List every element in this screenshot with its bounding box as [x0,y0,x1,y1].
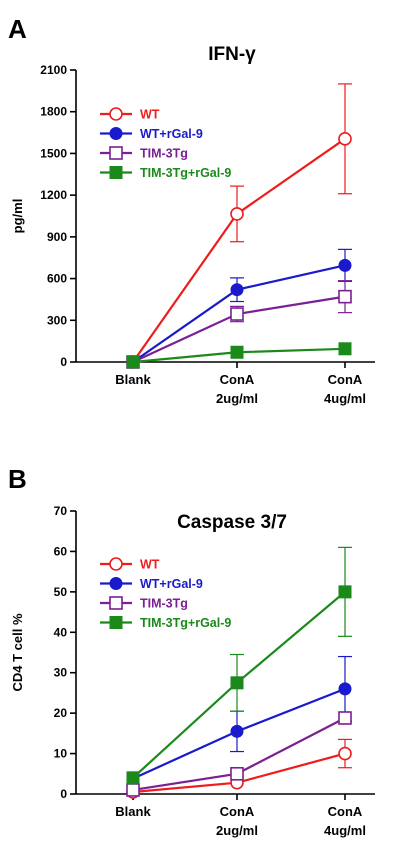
y-axis-label: pg/ml [10,199,25,234]
legend: WT WT+rGal-9 TIM-3Tg TIM-3Tg+rGal-9 [100,557,231,630]
legend-item: WT+rGal-9 [100,127,203,141]
data-point [338,258,352,272]
y-tick-label: 1200 [40,188,67,202]
data-point [230,307,244,321]
legend-swatch-marker [109,616,123,629]
chart-panel-a: A IFN-γ pg/ml 0 300 600 900 1200 1500 1800 2100 Bla… [8,14,375,406]
panel-letter: A [8,14,27,44]
x-tick-label: 4ug/ml [324,823,366,838]
series-wt-rgal-9 [126,655,352,786]
data-point [230,283,244,297]
data-point [338,289,352,304]
legend-label: WT [140,558,160,572]
data-point [338,711,352,725]
y-tick-label: 50 [54,585,68,599]
legend-label: WT+rGal-9 [140,577,203,591]
legend-item: WT [100,557,160,572]
legend-swatch-marker [109,577,123,590]
y-tick-label: 1800 [40,105,67,119]
legend-swatch-marker [109,127,123,140]
y-tick-label: 2100 [40,63,67,77]
y-tick-label: 0 [60,787,67,801]
data-point [338,342,352,356]
legend-item: WT+rGal-9 [100,577,203,591]
x-tick-label: 2ug/ml [216,391,258,406]
chart-title: Caspase 3/7 [177,512,287,533]
legend-swatch-marker [109,557,123,571]
legend-item: TIM-3Tg [100,146,188,161]
legend-label: WT [140,108,160,122]
data-point [338,132,352,146]
legend-swatch-marker [109,166,123,179]
data-point [230,676,244,690]
legend-swatch-marker [109,107,123,121]
y-tick-label: 60 [54,544,68,558]
data-point [126,783,140,797]
data-point [126,771,140,785]
data-point [230,207,244,221]
y-tick-label: 300 [47,313,67,327]
legend-item: WT [100,107,160,122]
y-tick-label: 10 [54,747,68,761]
y-tick-label: 600 [47,272,67,286]
x-tick-label: 4ug/ml [324,391,366,406]
legend-label: TIM-3Tg+rGal-9 [140,616,231,630]
legend-item: TIM-3Tg [100,596,188,611]
data-point [338,746,352,761]
y-tick-label: 0 [60,355,67,369]
data-point [230,345,244,359]
legend-swatch-marker [109,596,123,610]
y-tick-label: 30 [54,666,68,680]
data-point [338,585,352,599]
legend-item: TIM-3Tg+rGal-9 [100,166,231,180]
chart-panel-b: B Caspase 3/7 CD4 T cell % 0 10 20 30 40 50 60 70 B… [8,464,375,838]
series-tim-3tg-rgal-9 [126,546,352,785]
x-tick-label: 2ug/ml [216,823,258,838]
x-tick-label: Blank [115,804,151,819]
series-tim-3tg [126,711,352,797]
y-tick-label: 70 [54,504,68,518]
y-tick-label: 40 [54,625,68,639]
x-tick-label: Blank [115,372,151,387]
y-tick-label: 900 [47,230,67,244]
legend-label: WT+rGal-9 [140,127,203,141]
legend: WT WT+rGal-9 TIM-3Tg TIM-3Tg+rGal-9 [100,107,231,180]
data-point [338,682,352,696]
x-tick-label: ConA [328,372,363,387]
series-tim-3tg-rgal-9 [126,342,352,369]
chart-title: IFN-γ [208,44,256,65]
legend-label: TIM-3Tg+rGal-9 [140,166,231,180]
y-axis-label: CD4 T cell % [10,613,25,691]
data-point [230,724,244,738]
legend-item: TIM-3Tg+rGal-9 [100,616,231,630]
x-tick-label: ConA [220,372,255,387]
legend-label: TIM-3Tg [140,597,188,611]
legend-label: TIM-3Tg [140,147,188,161]
data-point [230,766,244,781]
panel-letter: B [8,464,27,494]
y-tick-label: 1500 [40,146,67,160]
x-tick-label: ConA [328,804,363,819]
x-tick-label: ConA [220,804,255,819]
y-tick-label: 20 [54,706,68,720]
data-point [126,355,140,369]
legend-swatch-marker [109,146,123,160]
